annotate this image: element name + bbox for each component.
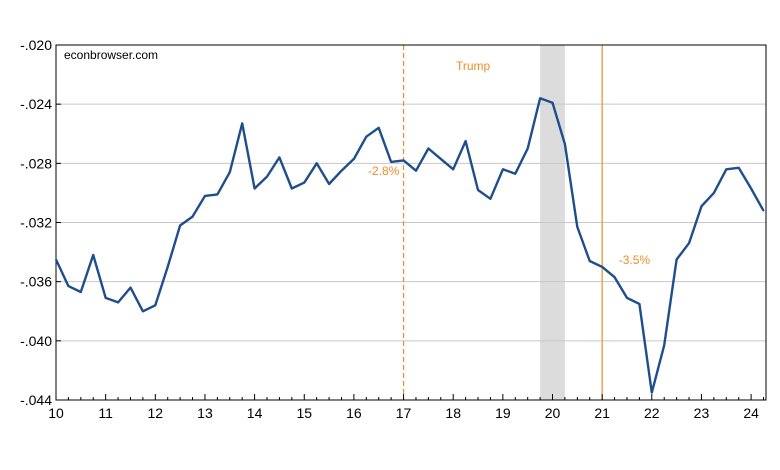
data-point: [402, 159, 405, 162]
x-axis-ticks: 10 11 12 13 14 15 16 17 18 19 20 21 22 23 24: [48, 394, 765, 421]
data-point: [514, 172, 517, 175]
series-layer: [54, 97, 765, 394]
data-point: [477, 189, 479, 191]
x-tick-label: 19: [495, 405, 511, 421]
data-point: [204, 195, 206, 197]
data-point: [303, 181, 306, 184]
y-tick-label: -.020: [20, 37, 52, 53]
data-point: [551, 101, 554, 104]
x-tick-label: 15: [296, 405, 312, 421]
data-point: [340, 169, 343, 172]
x-tick-label: 18: [445, 405, 461, 421]
y-tick-label: -.040: [20, 333, 52, 349]
data-point: [67, 285, 70, 287]
y-tick-label: -.036: [20, 274, 52, 290]
data-point: [502, 168, 504, 171]
data-point: [725, 168, 728, 171]
data-point: [675, 258, 678, 261]
data-point: [539, 97, 541, 100]
data-point: [365, 135, 368, 138]
data-point: [489, 198, 492, 200]
data-point: [663, 344, 666, 347]
data-point: [737, 166, 740, 169]
annotations: Trump -2.8% -3.5%: [368, 59, 650, 267]
data-point: [564, 143, 566, 145]
annotation-label: -2.8%: [368, 164, 400, 178]
data-point: [526, 147, 529, 150]
data-point: [390, 161, 392, 163]
data-point: [750, 187, 752, 190]
x-tick-label: 11: [98, 405, 113, 421]
data-point: [328, 183, 330, 185]
data-point: [588, 260, 591, 262]
data-point: [278, 156, 281, 159]
data-point: [166, 266, 169, 268]
data-point: [700, 205, 703, 208]
data-point: [291, 187, 293, 190]
y-tick-label: -.024: [20, 96, 52, 112]
data-point: [464, 140, 467, 142]
data-point: [576, 226, 579, 228]
x-tick-label: 16: [346, 405, 362, 421]
data-point: [179, 224, 181, 227]
data-point: [154, 304, 157, 307]
data-point: [253, 187, 256, 190]
data-point: [266, 175, 268, 178]
vertical-marker-lines: [402, 45, 603, 400]
data-point: [353, 158, 355, 160]
data-point: [638, 303, 641, 305]
data-point: [241, 122, 243, 125]
data-point: [315, 162, 318, 165]
x-tick-label: 23: [694, 405, 710, 421]
data-point: [80, 291, 82, 293]
data-point: [216, 193, 219, 196]
data-point: [415, 169, 417, 172]
data-point: [427, 147, 430, 150]
watermark: econbrowser.com: [64, 48, 158, 62]
data-point: [104, 297, 107, 299]
x-tick-label: 12: [148, 405, 164, 421]
x-tick-label: 13: [197, 405, 213, 421]
data-point: [601, 266, 603, 268]
annotation-label: -3.5%: [619, 253, 651, 267]
data-point: [129, 286, 132, 289]
x-tick-label: 17: [396, 405, 412, 421]
x-tick-label: 14: [247, 405, 263, 421]
gridlines: [56, 103, 766, 342]
x-tick-label: 24: [743, 405, 759, 421]
data-point: [191, 215, 194, 218]
data-point: [92, 254, 95, 256]
x-tick-label: 20: [545, 405, 561, 421]
x-tick-label: 10: [48, 405, 64, 421]
y-axis-ticks: -.020 -.024 -.028 -.032 -.036 -.040 -.044: [20, 37, 61, 408]
annotation-label: Trump: [456, 59, 491, 73]
data-point: [651, 391, 653, 394]
series-line: [54, 97, 765, 394]
data-point: [762, 209, 765, 212]
data-point: [613, 276, 616, 279]
data-point: [142, 310, 144, 313]
y-tick-label: -.044: [20, 392, 52, 408]
data-point: [117, 301, 119, 304]
data-point: [55, 258, 57, 261]
data-point: [377, 127, 380, 129]
data-point: [626, 297, 628, 299]
x-tick-label: 21: [594, 405, 610, 421]
data-point: [688, 242, 690, 245]
y-tick-label: -.028: [20, 155, 52, 171]
data-point: [452, 168, 455, 171]
x-tick-label: 22: [644, 405, 660, 421]
data-point: [439, 158, 442, 160]
y-tick-label: -.032: [20, 215, 52, 231]
data-point: [228, 171, 231, 174]
data-point: [713, 192, 715, 194]
